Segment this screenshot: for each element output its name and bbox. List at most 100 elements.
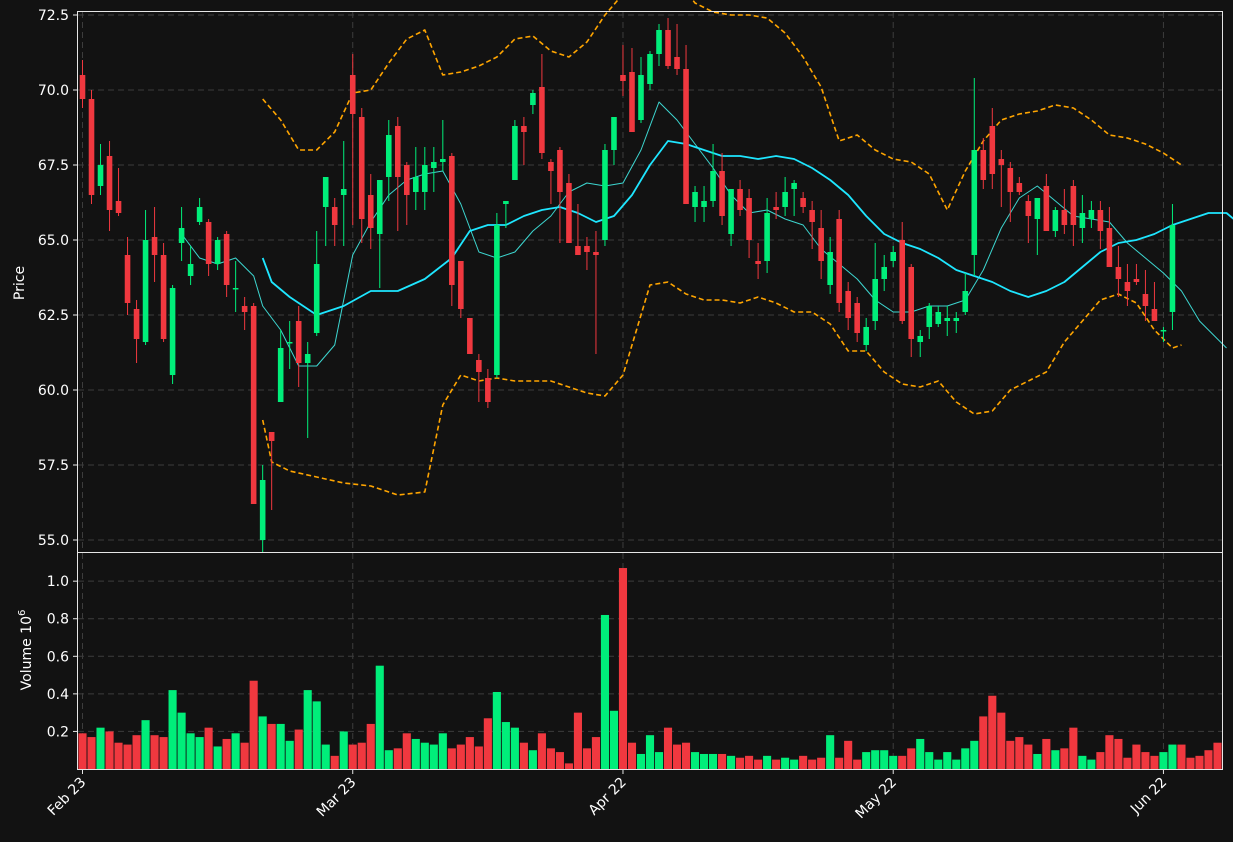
candle-body bbox=[1043, 186, 1050, 231]
candle-body bbox=[764, 213, 770, 261]
volume-bar bbox=[988, 695, 997, 769]
price-tick-label: 62.5 bbox=[38, 308, 69, 324]
ma-fast-line bbox=[181, 101, 1227, 367]
candle-body bbox=[953, 318, 960, 321]
candle-body bbox=[413, 177, 419, 192]
volume-bar bbox=[438, 733, 447, 769]
volume-bar bbox=[1033, 753, 1042, 769]
volume-bar bbox=[862, 752, 871, 769]
volume-bar bbox=[1051, 750, 1060, 769]
lower-band-line bbox=[261, 281, 1182, 496]
volume-bar bbox=[240, 742, 249, 769]
volume-bar bbox=[582, 748, 591, 769]
candle-body bbox=[827, 252, 833, 285]
volume-bar bbox=[339, 731, 348, 769]
candle-body bbox=[746, 198, 752, 240]
candle-body bbox=[674, 57, 680, 69]
volume-bar bbox=[1105, 735, 1114, 769]
candle-body bbox=[1025, 201, 1032, 216]
upper-band-line bbox=[262, 0, 1182, 211]
candle-body bbox=[530, 93, 536, 105]
candle-body bbox=[142, 240, 149, 342]
candle-body bbox=[115, 201, 122, 213]
volume-tick-label: 0.2 bbox=[47, 724, 69, 740]
candle-body bbox=[385, 135, 392, 177]
volume-bar bbox=[1141, 752, 1150, 769]
candle-body bbox=[719, 171, 725, 216]
volume-bar bbox=[790, 759, 799, 769]
volume-bar bbox=[1060, 748, 1069, 769]
volume-bar bbox=[763, 755, 772, 769]
candle-body bbox=[277, 348, 284, 402]
volume-bar bbox=[132, 735, 141, 769]
volume-bar bbox=[690, 752, 700, 769]
volume-bar bbox=[312, 701, 321, 769]
candle-body bbox=[944, 318, 951, 321]
volume-bar bbox=[654, 752, 664, 769]
candle-body bbox=[1097, 210, 1104, 231]
volume-bar bbox=[294, 729, 303, 769]
volume-bar bbox=[474, 746, 483, 769]
candle-body bbox=[1115, 267, 1122, 279]
volume-bar bbox=[600, 614, 610, 769]
candle-body bbox=[1052, 210, 1059, 231]
volume-bar bbox=[835, 757, 844, 769]
price-tick-label: 55.0 bbox=[38, 533, 69, 549]
volume-bar bbox=[492, 691, 501, 769]
volume-bar bbox=[402, 733, 411, 769]
volume-bar bbox=[267, 723, 276, 769]
volume-bar bbox=[781, 757, 790, 769]
candle-body bbox=[566, 183, 572, 243]
candle-body bbox=[737, 189, 743, 210]
candle-body bbox=[160, 255, 167, 339]
volume-bar bbox=[1123, 757, 1132, 769]
volume-bar bbox=[871, 750, 880, 769]
volume-bar bbox=[258, 716, 267, 769]
volume-bar bbox=[916, 738, 925, 769]
price-tick-label: 72.5 bbox=[38, 8, 69, 24]
volume-bar bbox=[186, 733, 195, 769]
volume-tick-label: 0.6 bbox=[47, 649, 69, 665]
volume-bar bbox=[645, 735, 655, 769]
volume-bar bbox=[591, 737, 601, 769]
moving-averages bbox=[181, 101, 1233, 367]
volume-bar bbox=[1042, 738, 1051, 769]
volume-bar bbox=[78, 733, 87, 769]
volume-bar bbox=[880, 750, 889, 769]
volume-bar bbox=[1177, 744, 1186, 769]
volume-panel: 0.2 0.4 0.6 0.8 1.0 Volume 106 bbox=[17, 552, 1223, 770]
candle-body bbox=[602, 150, 608, 240]
candle-body bbox=[710, 171, 716, 201]
volume-bar bbox=[420, 742, 429, 769]
volume-bar bbox=[528, 750, 537, 769]
candle-body bbox=[394, 126, 401, 177]
candle-body bbox=[791, 183, 797, 189]
candle-body bbox=[449, 156, 455, 285]
volume-bar bbox=[276, 723, 285, 769]
candle-body bbox=[331, 207, 338, 225]
candle-body bbox=[809, 210, 815, 222]
volume-bar bbox=[961, 748, 970, 769]
volume-bar bbox=[889, 755, 898, 769]
volume-bar bbox=[537, 733, 546, 769]
candle-body bbox=[1106, 228, 1113, 267]
volume-bar bbox=[177, 712, 186, 769]
candle-body bbox=[232, 288, 239, 290]
volume-bar bbox=[321, 744, 330, 769]
volume-axis-label: Volume 106 bbox=[17, 610, 35, 691]
candle-body bbox=[241, 306, 248, 312]
volume-bar bbox=[799, 755, 808, 769]
volume-y-ticks: 0.2 0.4 0.6 0.8 1.0 bbox=[47, 574, 78, 740]
candle-body bbox=[908, 267, 915, 339]
candle-body bbox=[773, 207, 779, 210]
volume-bar bbox=[1168, 744, 1177, 769]
price-y-ticks: 55.0 57.5 60.0 62.5 65.0 67.5 70.0 72.5 bbox=[38, 8, 78, 549]
volume-bar bbox=[952, 759, 961, 769]
price-axis-label: Price bbox=[12, 266, 28, 300]
volume-bar bbox=[456, 744, 465, 769]
volume-bar bbox=[808, 759, 817, 769]
volume-bar bbox=[429, 744, 438, 769]
volume-bar bbox=[699, 753, 709, 769]
volume-bar bbox=[141, 720, 150, 769]
volume-bar bbox=[609, 710, 619, 769]
